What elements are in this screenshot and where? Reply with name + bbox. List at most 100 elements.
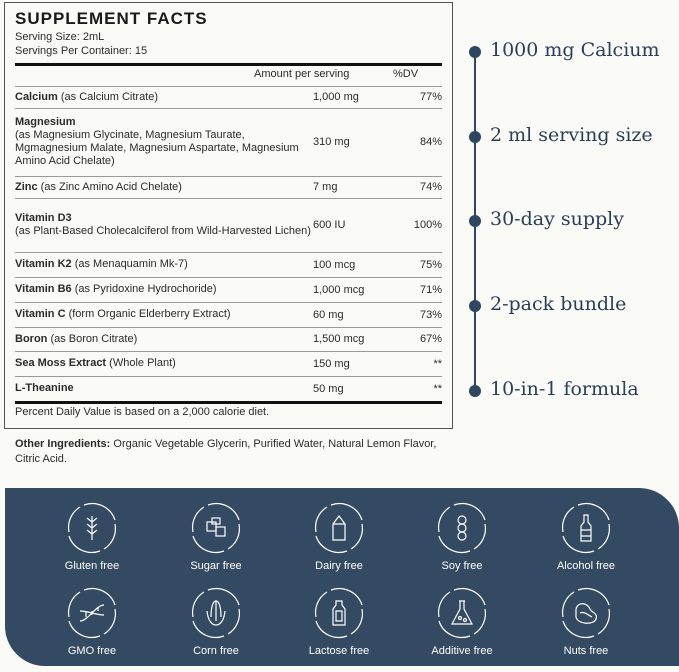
nutrient-name: Magnesium (as Magnesium Glycinate, Magnes… — [15, 116, 313, 168]
nutrient-source: (as Calcium Citrate) — [57, 90, 159, 103]
nutrient-amount: 310 mg — [313, 136, 350, 148]
badge-additive-free: Additive free — [407, 587, 517, 657]
nutrient-label: Magnesium — [15, 116, 76, 128]
corn-icon — [191, 587, 241, 639]
nut-icon — [561, 587, 611, 639]
sugar-cubes-icon — [191, 502, 241, 554]
highlight-text: 1000 mg Calcium — [490, 39, 660, 61]
nutrient-name: Sea Moss Extract (Whole Plant) — [15, 357, 313, 370]
badge-sugar-free: Sugar free — [161, 502, 271, 572]
nutrient-dv: 75% — [419, 258, 442, 271]
nutrient-name: Vitamin K2 (as Menaquamin Mk-7) — [15, 258, 313, 271]
divider — [15, 176, 442, 177]
nutrient-label: Vitamin B6 — [15, 283, 72, 295]
divider — [15, 376, 442, 377]
nutrient-amount: 1,000 mcg — [313, 283, 365, 296]
nutrient-amount: 1,500 mcg — [313, 333, 365, 345]
badge-label: Soy free — [441, 560, 483, 572]
nutrient-row: Vitamin B6 (as Pyridoxine Hydrochoride) … — [15, 277, 442, 302]
nutrient-label: Vitamin K2 — [15, 258, 72, 270]
divider — [15, 327, 442, 328]
nutrient-row: Calcium (as Calcium Citrate) 1,000 mg 77… — [15, 86, 442, 108]
highlight-text: 2-pack bundle — [490, 293, 627, 315]
nutrient-amount: 600 IU — [313, 219, 346, 231]
amount-header: Amount per serving — [254, 68, 350, 80]
other-ingredients: Other Ingredients: Organic Vegetable Gly… — [15, 437, 445, 467]
nutrient-row: Boron (as Boron Citrate) 1,500 mcg 67% — [15, 327, 442, 351]
nutrient-label: Sea Moss Extract — [15, 357, 107, 369]
badge-label: Gluten free — [64, 560, 120, 572]
nutrient-row: Sea Moss Extract (Whole Plant) 150 mg ** — [15, 351, 442, 376]
nutrient-source: (as Pyridoxine Hydrochoride) — [71, 283, 217, 295]
divider — [15, 108, 442, 109]
nutrient-label: L-Theanine — [15, 382, 74, 394]
badge-label: Lactose free — [308, 645, 370, 657]
nutrient-name: L-Theanine — [15, 382, 313, 395]
nutrient-name: Calcium (as Calcium Citrate) — [15, 91, 313, 104]
dna-icon — [67, 587, 117, 639]
highlight-text: 30-day supply — [490, 208, 624, 230]
nutrient-row: L-Theanine 50 mg ** — [15, 376, 442, 401]
divider — [15, 302, 442, 303]
wheat-icon — [67, 502, 117, 554]
badge-gluten-free: Gluten free — [37, 502, 147, 572]
milk-bottle-icon — [314, 587, 364, 639]
nutrient-source: (as Menaquamin Mk-7) — [71, 258, 188, 270]
nutrient-source: (as Plant-Based Cholecalciferol from Wil… — [15, 225, 311, 237]
nutrient-dv: ** — [433, 382, 442, 395]
badge-soy-free: Soy free — [407, 502, 517, 572]
other-text: Organic Vegetable Glycerin, Purified Wat… — [15, 438, 437, 465]
facts-title: SUPPLEMENT FACTS — [15, 9, 208, 28]
nutrient-label: Vitamin C — [15, 308, 66, 320]
supplement-facts-panel — [4, 2, 453, 429]
divider — [15, 63, 442, 66]
badge-label: Sugar free — [190, 560, 242, 572]
nutrient-row: Magnesium (as Magnesium Glycinate, Magnes… — [15, 108, 442, 176]
divider — [15, 351, 442, 352]
serving-size: Serving Size: 2mL — [15, 31, 105, 43]
free-from-banner — [5, 488, 679, 666]
nutrient-dv: 84% — [419, 136, 442, 148]
nutrient-label: Vitamin D3 — [15, 212, 72, 224]
badge-gmo-free: GMO free — [37, 587, 147, 657]
divider — [15, 86, 442, 87]
highlight-text: 10-in-1 formula — [490, 378, 639, 400]
timeline-dot — [469, 385, 481, 397]
nutrient-row: Vitamin K2 (as Menaquamin Mk-7) 100 mcg … — [15, 252, 442, 277]
highlight-text: 2 ml serving size — [490, 124, 653, 146]
nutrient-dv: 74% — [419, 181, 442, 193]
nutrient-dv: ** — [433, 357, 442, 370]
nutrient-amount: 150 mg — [313, 357, 350, 370]
nutrient-name: Vitamin C (form Organic Elderberry Extra… — [15, 308, 313, 321]
soybean-icon — [437, 502, 487, 554]
divider — [15, 401, 442, 404]
dv-header: %DV — [393, 68, 419, 80]
nutrient-row: Zinc (as Zinc Amino Acid Chelate) 7 mg 7… — [15, 176, 442, 198]
flask-icon — [437, 587, 487, 639]
badge-label: Additive free — [431, 645, 493, 657]
nutrient-dv: 73% — [419, 308, 442, 321]
divider — [15, 277, 442, 278]
footnote: Percent Daily Value is based on a 2,000 … — [15, 406, 270, 418]
divider — [15, 198, 442, 199]
badge-lactose-free: Lactose free — [284, 587, 394, 657]
timeline-dot — [469, 131, 481, 143]
nutrient-dv: 67% — [419, 333, 442, 345]
nutrient-label: Boron — [15, 332, 48, 345]
nutrient-amount: 50 mg — [313, 382, 344, 395]
nutrient-label: Calcium — [15, 90, 58, 103]
nutrient-amount: 60 mg — [313, 308, 344, 321]
nutrient-label: Zinc — [15, 180, 38, 193]
nutrient-source: (as Magnesium Glycinate, Magnesium Taura… — [15, 129, 299, 167]
nutrient-source: (form Organic Elderberry Extract) — [65, 308, 231, 320]
bottle-icon — [561, 502, 611, 554]
nutrient-name: Boron (as Boron Citrate) — [15, 333, 313, 346]
nutrient-dv: 77% — [419, 91, 442, 103]
milk-carton-icon — [314, 502, 364, 554]
timeline-dot — [469, 300, 481, 312]
nutrient-name: Vitamin D3 (as Plant-Based Cholecalcifero… — [15, 212, 313, 238]
badge-label: Nuts free — [563, 645, 609, 657]
nutrient-source: (Whole Plant) — [106, 357, 176, 369]
badge-nuts-free: Nuts free — [531, 587, 641, 657]
nutrient-row: Vitamin D3 (as Plant-Based Cholecalcifero… — [15, 198, 442, 252]
